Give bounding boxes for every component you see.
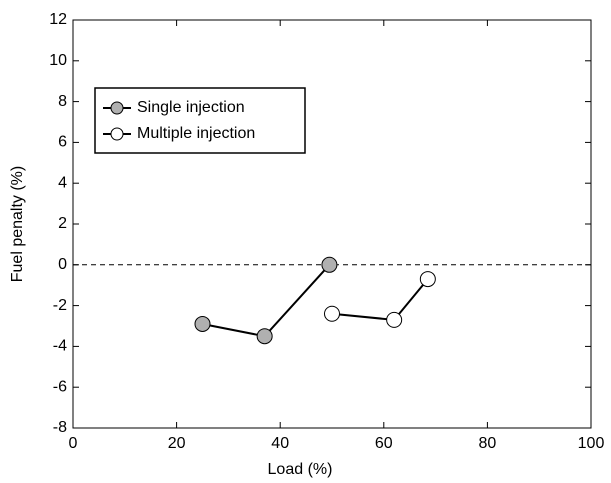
data-point xyxy=(324,305,340,322)
y-tick-label: 6 xyxy=(58,134,67,151)
y-tick-label: 2 xyxy=(58,215,67,232)
y-tick-label: -4 xyxy=(53,338,67,355)
y-tick-label: -6 xyxy=(53,378,67,395)
y-tick-label: 4 xyxy=(58,174,67,191)
legend-marker xyxy=(110,101,124,115)
x-tick-label: 0 xyxy=(69,435,78,452)
legend-label: Single injection xyxy=(137,99,245,116)
plot-frame xyxy=(72,19,592,429)
x-tick-label: 80 xyxy=(479,435,497,452)
data-point xyxy=(321,256,338,273)
legend-marker xyxy=(110,127,124,141)
y-tick-label: 0 xyxy=(58,256,67,273)
data-point xyxy=(419,271,436,288)
y-tick-label: -8 xyxy=(53,419,67,436)
x-tick-label: 60 xyxy=(375,435,393,452)
data-point xyxy=(256,328,273,345)
y-tick-label: 10 xyxy=(49,52,67,69)
data-point xyxy=(194,315,211,332)
x-axis-label: Load (%) xyxy=(268,461,333,478)
y-tick-label: -2 xyxy=(53,297,67,314)
x-tick-label: 20 xyxy=(168,435,186,452)
y-tick-label: 8 xyxy=(58,93,67,110)
legend-box xyxy=(94,87,306,154)
x-tick-label: 100 xyxy=(578,435,605,452)
data-point xyxy=(386,311,403,328)
series-line xyxy=(331,278,429,321)
series-line xyxy=(202,264,331,338)
y-axis-label: Fuel penalty (%) xyxy=(9,166,26,283)
y-tick-label: 12 xyxy=(49,11,67,28)
legend-label: Multiple injection xyxy=(137,125,255,142)
x-tick-label: 40 xyxy=(271,435,289,452)
